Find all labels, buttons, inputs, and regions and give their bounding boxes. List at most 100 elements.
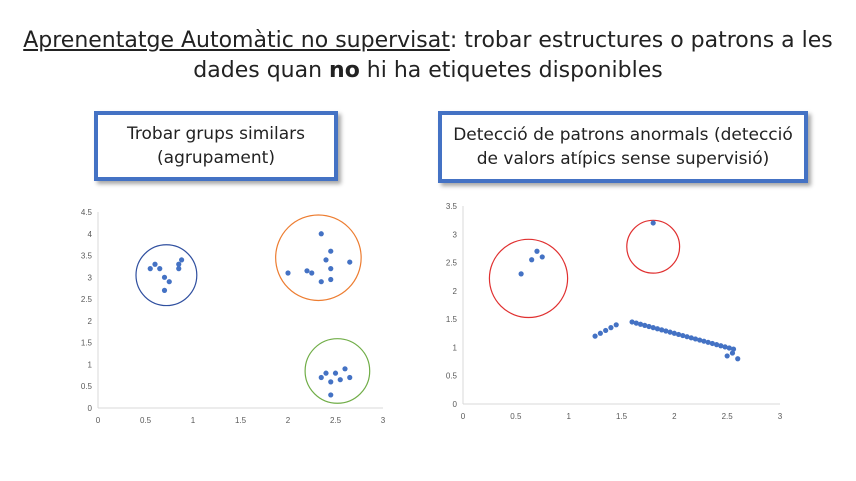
chart2-y-tick-label: 1.5 xyxy=(446,315,458,324)
chart2-data-point xyxy=(705,339,711,345)
chart1-data-point xyxy=(318,374,324,381)
chart2-data-point xyxy=(718,343,724,349)
chart1-data-point xyxy=(347,374,353,381)
chart1-data-point xyxy=(176,266,182,272)
title-underlined: Aprenentatge Automàtic no supervisat xyxy=(23,28,450,53)
chart1-y-tick-label: 3 xyxy=(88,273,93,282)
chart2-data-point xyxy=(650,325,656,331)
chart1-y-tick-label: 4.5 xyxy=(81,208,93,217)
chart1-cluster-circle xyxy=(304,338,371,404)
chart2-data-point xyxy=(529,257,535,263)
chart1-x-tick-label: 0 xyxy=(96,416,101,425)
chart2-data-point xyxy=(729,350,736,356)
chart1-y-tick-label: 0 xyxy=(88,404,93,413)
slide-title: Aprenentatge Automàtic no supervisat: tr… xyxy=(20,26,836,86)
chart1-data-point xyxy=(176,261,182,267)
chart2-x-tick-label: 1.5 xyxy=(616,412,628,421)
chart2-x-tick-label: 2.5 xyxy=(722,412,734,421)
title-bold-word: no xyxy=(329,58,360,83)
chart2-data-point xyxy=(724,353,730,359)
chart1-data-point xyxy=(328,248,334,254)
chart2-y-tick-label: 3.5 xyxy=(446,202,458,211)
chart1-y-tick-label: 1.5 xyxy=(81,339,93,348)
chart2-x-tick-label: 0.5 xyxy=(510,412,522,421)
chart1-x-tick-label: 2.5 xyxy=(330,416,342,425)
chart1-data-point xyxy=(152,261,158,267)
chart2-cluster-circle xyxy=(626,219,681,274)
anomaly-caption-box: Detecció de patrons anormals (detecció d… xyxy=(438,111,808,183)
chart1-data-point xyxy=(147,266,153,272)
chart2-data-point xyxy=(735,356,741,362)
chart1-data-point xyxy=(328,266,334,272)
chart2-data-point xyxy=(697,337,703,343)
chart2-data-point xyxy=(680,332,686,339)
chart2-data-point xyxy=(650,220,656,226)
chart2-y-tick-label: 2 xyxy=(453,287,458,296)
chart2-y-tick-label: 0.5 xyxy=(446,372,458,381)
chart2-y-tick-label: 2.5 xyxy=(446,259,458,268)
chart2-data-point xyxy=(592,333,598,339)
chart1-y-tick-label: 2.5 xyxy=(81,295,93,304)
chart1-x-tick-label: 2 xyxy=(286,416,291,425)
chart2-y-tick-label: 3 xyxy=(453,230,458,239)
chart1-data-point xyxy=(179,257,185,263)
chart2-data-point xyxy=(688,335,694,341)
chart2-data-point xyxy=(518,271,524,277)
chart1-data-point xyxy=(318,231,324,237)
chart1-data-point xyxy=(328,379,334,385)
chart2-data-point xyxy=(663,328,669,334)
chart1-data-point xyxy=(332,370,339,376)
chart2-data-point xyxy=(637,321,644,327)
chart2-data-point xyxy=(659,327,665,333)
chart2-x-tick-label: 0 xyxy=(461,412,466,421)
chart1-data-point xyxy=(328,276,334,283)
chart2-data-point xyxy=(608,325,614,331)
chart2-data-point xyxy=(675,331,682,338)
chart2-data-point xyxy=(633,320,639,326)
chart1-y-tick-label: 2 xyxy=(88,317,93,326)
chart2-data-point xyxy=(692,336,699,342)
clustering-caption-line2: (agrupament) xyxy=(157,148,275,168)
chart1-data-point xyxy=(323,257,329,263)
chart1-cluster-circle xyxy=(135,244,198,307)
chart1-data-point xyxy=(323,370,329,376)
chart2-data-point xyxy=(534,248,540,254)
chart1-data-point xyxy=(342,366,348,372)
chart2-data-point xyxy=(642,322,648,328)
chart1-data-point xyxy=(285,270,291,276)
chart1-x-tick-label: 3 xyxy=(381,416,386,425)
chart1-data-point xyxy=(166,279,172,285)
chart1-data-point xyxy=(304,268,310,274)
title-line2-pre: dades quan xyxy=(193,58,330,83)
clustering-caption-box: Trobar grups similars (agrupament) xyxy=(94,111,338,181)
chart2-data-point xyxy=(722,344,728,350)
chart2-data-point xyxy=(730,346,737,352)
chart1-data-point xyxy=(318,279,324,285)
chart2-data-point xyxy=(671,330,677,336)
chart2-data-point xyxy=(726,345,732,351)
chart1-data-point xyxy=(337,377,343,383)
chart2-y-tick-label: 0 xyxy=(453,400,458,409)
anomaly-caption-line1: Detecció de patrons anormals (detecció xyxy=(453,125,793,145)
chart2-data-point xyxy=(701,338,707,344)
chart1-data-point xyxy=(328,392,334,398)
chart1-data-point xyxy=(161,274,168,280)
chart1-y-tick-label: 0.5 xyxy=(81,382,93,391)
title-rest: : trobar estructures o patrons a les xyxy=(449,28,833,53)
chart2-data-point xyxy=(603,327,609,334)
anomaly-caption-line2: de valors atípics sense supervisió) xyxy=(476,149,770,169)
chart2-x-tick-label: 2 xyxy=(672,412,677,421)
chart2-data-point xyxy=(629,319,635,325)
chart2-x-tick-label: 3 xyxy=(778,412,783,421)
chart1-cluster-circle xyxy=(275,214,362,302)
chart2-data-point xyxy=(613,322,619,328)
chart2-data-point xyxy=(667,329,673,335)
chart1-data-point xyxy=(347,259,353,265)
chart2-cluster-circle xyxy=(488,238,569,319)
title-line2-post: hi ha etiquetes disponibles xyxy=(359,58,663,83)
chart1-data-point xyxy=(157,266,163,272)
chart2-data-point xyxy=(684,334,690,340)
chart1-data-point xyxy=(309,270,315,276)
chart2-y-tick-label: 1 xyxy=(453,343,458,352)
